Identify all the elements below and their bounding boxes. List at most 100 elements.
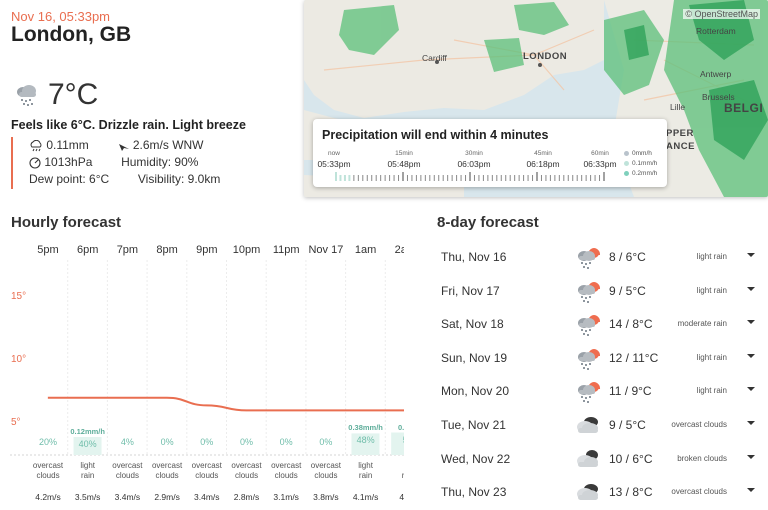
day-temperature: 10 / 6°C xyxy=(609,451,653,466)
hour-description: overcast clouds xyxy=(28,461,68,481)
chevron-down-icon[interactable] xyxy=(746,351,756,361)
hour-precip-probability: 5 xyxy=(385,435,404,445)
precipitation-icon xyxy=(30,139,42,152)
hour-description-line: overcast xyxy=(310,461,341,470)
hour-description-line: clouds xyxy=(155,471,179,480)
day-temperature: 13 / 8°C xyxy=(609,485,653,500)
hour-time: Nov 17 xyxy=(308,244,344,256)
axis-label-10: 10° xyxy=(11,354,27,365)
day-date: Wed, Nov 22 xyxy=(441,451,511,466)
day-date: Sun, Nov 19 xyxy=(441,350,508,365)
hour-time: 1am xyxy=(354,244,377,256)
map-label-london: LONDON xyxy=(523,51,568,62)
pressure-icon xyxy=(29,157,41,169)
hour-description-line: light xyxy=(80,461,96,470)
day-temperature: 9 / 5°C xyxy=(609,283,646,298)
legend-item: 0.2mm/h xyxy=(624,169,657,179)
hour-description-line: ra xyxy=(401,471,404,480)
hour-description: overcast clouds xyxy=(187,461,227,481)
current-details: 0.11mm 2.6m/s WNW 1013hPa Humidity: 90% … xyxy=(11,137,220,189)
hour-description-line: light xyxy=(358,461,373,470)
hour-precip-probability: 20% xyxy=(38,437,57,447)
axis-label-5: 5° xyxy=(11,417,21,428)
day-description: light rain xyxy=(696,352,727,362)
visibility-value: Visibility: 9.0km xyxy=(137,172,221,186)
hour-description-line: overcast xyxy=(151,461,183,470)
hour-description-line: rain xyxy=(81,471,95,480)
current-city: London, GB xyxy=(11,23,132,46)
day-date: Thu, Nov 23 xyxy=(441,485,507,500)
sun-rain-icon xyxy=(575,311,601,337)
chevron-down-icon[interactable] xyxy=(746,284,756,294)
chevron-down-icon[interactable] xyxy=(746,250,756,260)
sun-rain-icon xyxy=(575,244,601,270)
map-label-belgium: BELGI xyxy=(724,101,764,115)
current-date: Nov 16, 05:33pm xyxy=(11,9,111,24)
hour-precip-probability: 0% xyxy=(279,437,293,447)
precip-col-15: 15min 05:48pm xyxy=(387,150,421,169)
hour-description: lira xyxy=(385,461,404,481)
hour-time: 6pm xyxy=(76,244,99,256)
rain-bar xyxy=(73,437,102,455)
daily-row[interactable]: Tue, Nov 21 9 / 5°C overcast clouds xyxy=(432,408,768,441)
day-date: Mon, Nov 20 xyxy=(441,384,510,399)
hour-description: overcast clouds xyxy=(107,461,147,481)
hour-wind: 3.1m/s xyxy=(273,492,299,502)
hour-wind: 3.8m/s xyxy=(313,492,339,502)
hour-wind: 4.1m/s xyxy=(352,492,379,502)
chevron-down-icon[interactable] xyxy=(746,384,756,394)
hourly-chart xyxy=(10,260,404,456)
hour-precip-probability: 48% xyxy=(356,435,375,446)
hour-description-line: overcast xyxy=(231,461,262,470)
daily-row[interactable]: Sun, Nov 19 12 / 11°C light rain xyxy=(432,341,768,374)
day-description: light rain xyxy=(696,252,727,261)
day-date: Sat, Nov 18 xyxy=(441,317,504,332)
day-temperature: 14 / 8°C xyxy=(609,317,653,332)
daily-row[interactable]: Sat, Nov 18 14 / 8°C moderate rain xyxy=(432,307,768,340)
hour-description: overcast clouds xyxy=(147,461,187,481)
daily-row[interactable]: Mon, Nov 20 11 / 9°C light rain xyxy=(432,374,768,407)
chevron-down-icon[interactable] xyxy=(746,452,756,462)
day-description: overcast clouds xyxy=(671,487,727,497)
hour-description-line: clouds xyxy=(195,471,219,480)
daily-row[interactable]: Thu, Nov 23 13 / 8°C overcast clouds xyxy=(432,475,768,508)
precipitation-value: 0.11mm xyxy=(46,138,89,152)
hour-description-line: clouds xyxy=(234,471,259,480)
day-description: broken clouds xyxy=(677,453,727,463)
day-description: light rain xyxy=(696,386,727,396)
hour-description-line: overcast xyxy=(32,461,64,470)
sun-rain-icon xyxy=(575,345,601,371)
wind-value: 2.6m/s WNW xyxy=(132,138,204,152)
rain-bar xyxy=(391,432,404,455)
hourly-title: Hourly forecast xyxy=(11,214,122,231)
chevron-down-icon[interactable] xyxy=(746,317,756,327)
hour-precip-probability: 4% xyxy=(120,437,134,447)
daily-row[interactable]: Fri, Nov 17 9 / 5°C light rain xyxy=(432,274,768,307)
chevron-down-icon[interactable] xyxy=(746,485,756,495)
day-temperature: 12 / 11°C xyxy=(609,350,659,365)
hour-time: 9pm xyxy=(196,244,218,256)
map-attribution[interactable]: © OpenStreetMap xyxy=(683,9,760,19)
daily-row[interactable]: Wed, Nov 22 10 / 6°C broken clouds xyxy=(432,442,768,475)
chevron-down-icon[interactable] xyxy=(746,418,756,428)
map-label-lille: Lille xyxy=(670,102,686,112)
day-description: overcast clouds xyxy=(671,420,727,429)
map-label-brussels: Brussels xyxy=(702,92,735,102)
hour-time: 8pm xyxy=(156,244,178,256)
hour-description-line: overcast xyxy=(112,461,143,470)
hour-wind: 2.8m/s xyxy=(233,492,260,502)
hour-time: 5pm xyxy=(37,244,59,256)
day-date: Fri, Nov 17 xyxy=(441,283,500,298)
dew-point-value: Dew point: 6°C xyxy=(29,172,110,186)
day-date: Thu, Nov 16 xyxy=(441,250,507,264)
current-temp-row: 7°C xyxy=(14,78,98,112)
daily-row[interactable]: Thu, Nov 16 8 / 6°C light rain xyxy=(432,240,768,273)
hourly-forecast[interactable]: 15° 10° 5° 5pm 20% overcast clouds 4.2m/s 6pm… xyxy=(0,240,404,510)
rain-bar xyxy=(351,433,380,455)
hour-description-line: clouds xyxy=(274,471,298,480)
hour-wind: 3.4m/s xyxy=(114,492,141,502)
hour-precip-probability: 0% xyxy=(239,437,253,447)
hour-precip-amount: 0.38mm/h xyxy=(348,423,383,433)
map-label-antwerp: Antwerp xyxy=(700,69,732,79)
precip-col-now: now 05:33pm xyxy=(317,150,351,169)
